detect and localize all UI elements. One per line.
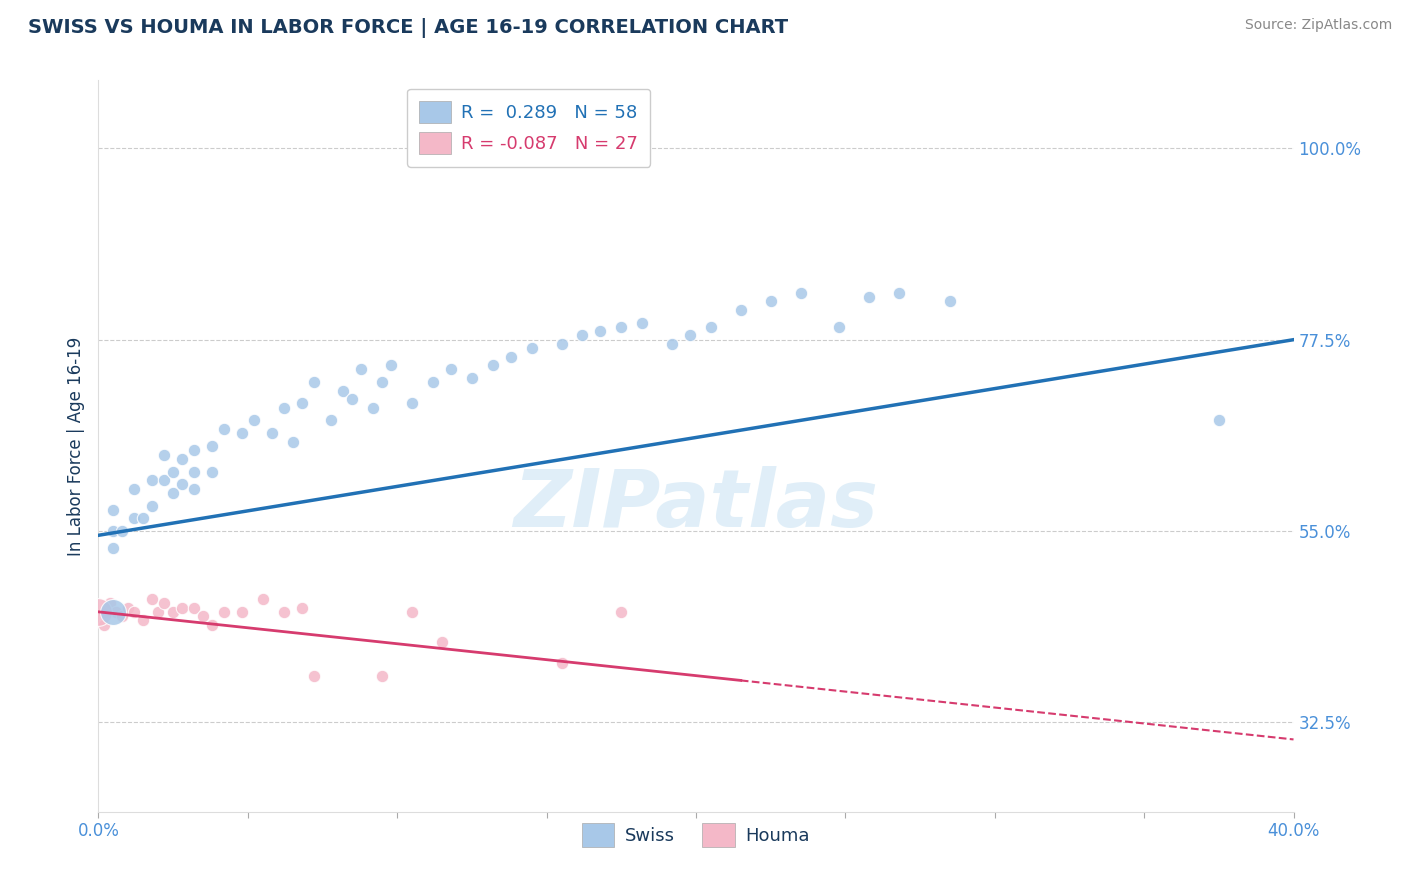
Point (183, 443, 205, 458)
Point (401, 396, 423, 410)
Point (98, 596, 122, 610)
Point (111, 524, 134, 538)
Point (759, 294, 782, 309)
Point (350, 362, 373, 376)
Point (273, 605, 295, 619)
Text: ZIPatlas: ZIPatlas (513, 466, 879, 543)
Point (550, 337, 572, 351)
Point (281, 434, 304, 449)
Point (1208, 413, 1230, 427)
Point (302, 668, 325, 682)
Point (212, 605, 235, 619)
Point (252, 592, 274, 607)
Point (153, 596, 176, 610)
Point (342, 392, 364, 407)
Point (117, 600, 139, 615)
Point (124, 482, 146, 496)
Point (332, 384, 354, 398)
Point (243, 413, 266, 427)
Point (153, 473, 176, 487)
Point (679, 328, 702, 343)
Point (730, 302, 752, 317)
Point (93, 605, 115, 619)
Point (380, 358, 402, 372)
Point (321, 413, 343, 427)
Legend: Swiss, Houma: Swiss, Houma (575, 816, 817, 854)
Point (610, 605, 633, 619)
Point (172, 600, 194, 615)
Point (111, 609, 134, 624)
Point (610, 320, 633, 334)
Point (191, 609, 214, 624)
Point (141, 499, 163, 513)
Point (103, 541, 125, 555)
Y-axis label: In Labor Force | Age 16-19: In Labor Force | Age 16-19 (66, 336, 84, 556)
Point (291, 600, 314, 615)
Text: Source: ZipAtlas.com: Source: ZipAtlas.com (1244, 18, 1392, 32)
Point (162, 485, 184, 500)
Point (93, 617, 115, 632)
Point (132, 613, 155, 627)
Point (124, 605, 146, 619)
Point (172, 451, 194, 466)
Point (132, 511, 155, 525)
Point (789, 285, 811, 300)
Point (461, 371, 484, 385)
Point (201, 465, 224, 479)
Point (889, 285, 911, 300)
Point (103, 503, 125, 517)
Point (363, 401, 385, 415)
Point (260, 426, 283, 441)
Point (162, 605, 184, 619)
Point (422, 375, 444, 389)
Point (231, 426, 253, 441)
Point (440, 362, 463, 376)
Point (162, 465, 184, 479)
Point (291, 396, 314, 410)
Point (183, 465, 205, 479)
Point (87, 605, 110, 619)
Point (105, 605, 128, 619)
Point (103, 524, 125, 538)
Point (124, 511, 146, 525)
Point (371, 668, 394, 682)
Point (700, 320, 723, 334)
Point (183, 482, 205, 496)
Point (482, 358, 505, 372)
Point (273, 401, 295, 415)
Point (231, 605, 253, 619)
Point (499, 350, 522, 364)
Point (201, 617, 224, 632)
Point (520, 341, 543, 355)
Point (141, 473, 163, 487)
Point (430, 634, 453, 648)
Point (103, 605, 125, 619)
Point (571, 328, 593, 343)
Point (148, 605, 170, 619)
Point (302, 375, 325, 389)
Point (172, 477, 194, 491)
Point (858, 290, 880, 304)
Point (371, 375, 394, 389)
Text: SWISS VS HOUMA IN LABOR FORCE | AGE 16-19 CORRELATION CHART: SWISS VS HOUMA IN LABOR FORCE | AGE 16-1… (28, 18, 789, 37)
Point (550, 656, 572, 670)
Point (141, 592, 163, 607)
Point (183, 600, 205, 615)
Point (401, 605, 423, 619)
Point (212, 422, 235, 436)
Point (828, 320, 851, 334)
Point (661, 337, 683, 351)
Point (153, 448, 176, 462)
Point (939, 294, 962, 309)
Point (631, 316, 654, 330)
Point (201, 439, 224, 453)
Point (589, 324, 612, 338)
